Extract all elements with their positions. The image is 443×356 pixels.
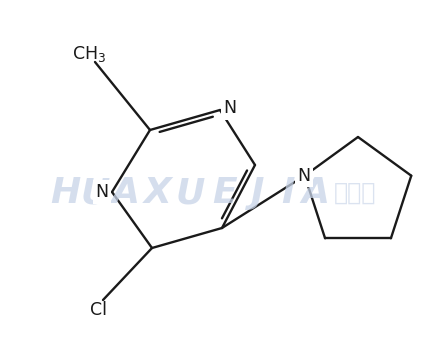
Text: U: U — [175, 176, 205, 210]
Text: N: N — [95, 183, 109, 201]
Text: X: X — [144, 176, 172, 210]
Text: 化学加: 化学加 — [334, 181, 376, 205]
Text: N: N — [297, 167, 310, 185]
Text: CH$_3$: CH$_3$ — [72, 44, 106, 64]
Text: H: H — [50, 176, 80, 210]
Text: A: A — [111, 176, 139, 210]
Text: U: U — [80, 176, 110, 210]
Text: E: E — [213, 176, 237, 210]
Text: A: A — [301, 176, 329, 210]
Text: I: I — [281, 176, 295, 210]
Text: J: J — [251, 176, 265, 210]
Text: Cl: Cl — [90, 301, 108, 319]
Text: N: N — [223, 99, 237, 117]
